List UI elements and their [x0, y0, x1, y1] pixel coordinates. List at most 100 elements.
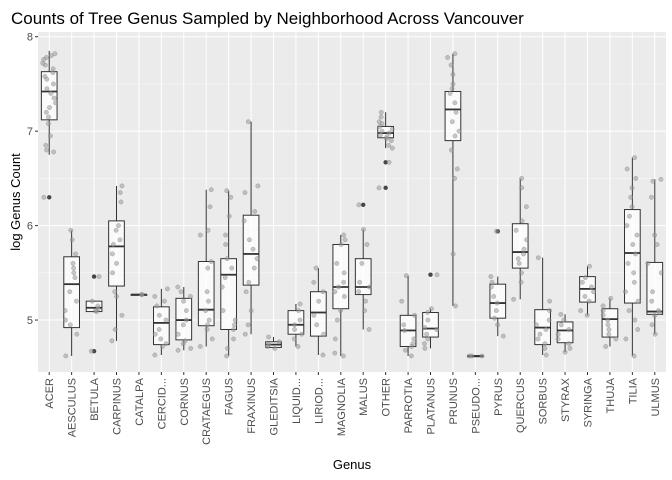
jitter-points: [40, 51, 664, 359]
data-point: [313, 265, 319, 271]
data-point: [622, 289, 628, 295]
data-point: [389, 145, 395, 151]
data-point: [224, 256, 230, 262]
data-point: [546, 317, 552, 323]
data-point: [197, 232, 203, 238]
box: [332, 244, 350, 310]
data-point: [245, 322, 251, 328]
data-point: [232, 317, 238, 323]
data-point: [558, 322, 564, 328]
data-point: [40, 60, 46, 66]
outlier-point: [428, 272, 433, 277]
data-point: [633, 175, 639, 181]
axes: 5 6 7 8 ACER AESCULUS BETULA CARPINUS CATALPA CER…: [27, 32, 662, 445]
y-tick-label: 7: [27, 126, 33, 138]
data-point: [357, 279, 363, 285]
data-point: [493, 308, 499, 314]
data-point: [386, 159, 392, 165]
data-point: [188, 345, 194, 351]
data-point: [561, 317, 567, 323]
data-point: [628, 194, 634, 200]
data-point: [53, 100, 59, 106]
y-tick-label: 5: [27, 315, 33, 327]
data-point: [152, 331, 158, 337]
data-point: [45, 121, 51, 127]
data-point: [566, 327, 572, 332]
data-point: [44, 76, 50, 82]
data-point: [494, 300, 500, 306]
data-point: [630, 242, 636, 247]
data-point: [606, 331, 612, 337]
data-point: [203, 308, 208, 314]
data-point: [448, 147, 454, 153]
data-point: [156, 312, 162, 318]
data-point: [521, 251, 526, 257]
data-point: [629, 204, 635, 210]
data-point: [521, 246, 527, 252]
data-point: [434, 327, 440, 332]
data-point: [377, 132, 383, 138]
data-point: [117, 237, 123, 243]
data-point: [341, 270, 347, 276]
data-point: [558, 311, 564, 317]
data-point: [386, 142, 392, 148]
data-point: [519, 185, 525, 191]
data-point: [139, 292, 145, 298]
data-point: [119, 312, 125, 318]
data-point: [70, 260, 76, 266]
data-point: [402, 327, 407, 333]
data-point: [114, 260, 119, 266]
data-point: [547, 308, 553, 314]
data-point: [401, 322, 407, 328]
data-point: [518, 279, 524, 285]
data-point: [634, 232, 640, 238]
box: [287, 310, 305, 335]
data-point: [292, 327, 297, 332]
data-point: [632, 317, 638, 323]
data-point: [205, 322, 210, 328]
data-point: [650, 178, 656, 184]
data-point: [47, 133, 53, 139]
data-point: [73, 298, 79, 304]
x-tick-label: PSEUDO...: [470, 378, 482, 434]
x-tick-label: QUERCUS: [515, 378, 527, 433]
data-point: [41, 194, 47, 200]
data-point: [516, 260, 522, 266]
data-point: [109, 251, 115, 257]
data-point: [356, 289, 362, 295]
data-point: [232, 322, 237, 328]
data-point: [67, 289, 73, 295]
data-point: [117, 190, 123, 196]
data-point: [334, 260, 340, 266]
data-point: [449, 86, 455, 92]
data-point: [652, 232, 658, 238]
data-point: [356, 202, 362, 208]
data-point: [623, 336, 629, 342]
x-tick-label: FRAXINUS: [246, 378, 258, 434]
data-point: [625, 260, 631, 266]
data-point: [600, 312, 606, 318]
data-point: [321, 331, 327, 337]
data-point: [291, 336, 297, 342]
data-point: [226, 213, 232, 219]
data-point: [626, 308, 632, 314]
data-point: [627, 213, 632, 219]
x-tick-label: STYRAX: [560, 377, 572, 422]
data-point: [43, 109, 49, 115]
box: [511, 223, 529, 269]
data-point: [547, 298, 553, 304]
data-point: [245, 119, 251, 125]
data-point: [449, 119, 455, 125]
outlier-point: [383, 185, 388, 191]
data-point: [110, 242, 116, 247]
data-point: [409, 344, 414, 349]
x-tick-label: PRUNUS: [448, 378, 460, 424]
data-point: [424, 331, 430, 337]
data-point: [255, 183, 261, 189]
data-point: [652, 312, 658, 318]
data-point: [314, 322, 320, 328]
data-point: [422, 325, 428, 331]
data-point: [332, 350, 338, 356]
data-point: [223, 242, 229, 247]
